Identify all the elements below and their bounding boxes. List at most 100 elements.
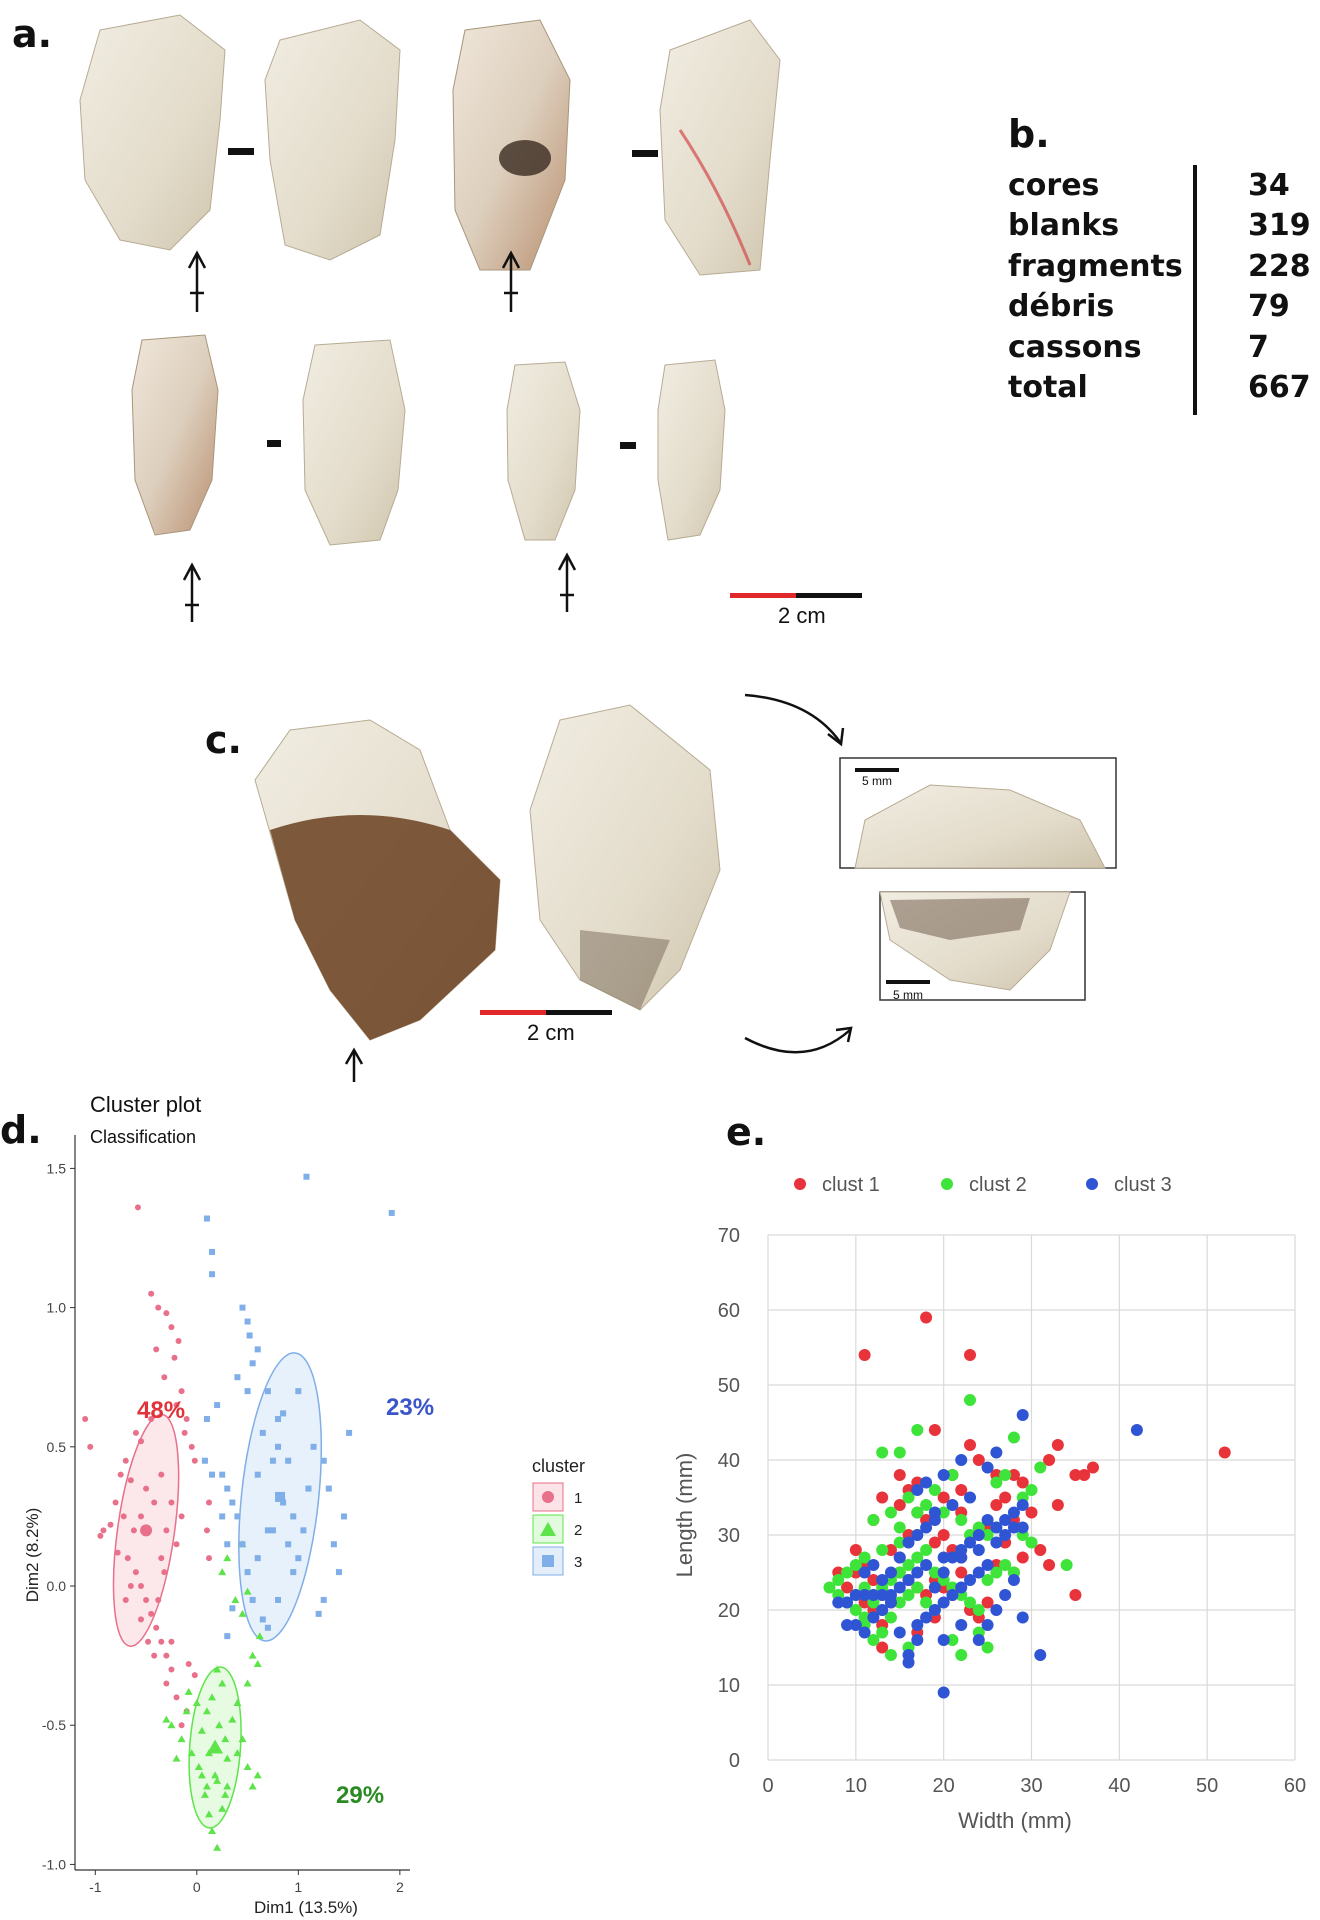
cluster-point [158, 1471, 165, 1478]
cluster-point [253, 1659, 262, 1667]
cluster-point [158, 1638, 165, 1645]
cluster-point [100, 1527, 107, 1534]
data-point [955, 1566, 968, 1579]
data-point [999, 1491, 1012, 1504]
data-point [1218, 1446, 1231, 1459]
cluster-point [285, 1541, 292, 1548]
cluster-point [158, 1555, 165, 1562]
row-label: débris [1008, 289, 1115, 325]
cluster-point [224, 1633, 231, 1640]
data-point [964, 1349, 977, 1361]
artefact-2-cortex-vein [678, 129, 752, 266]
data-point [867, 1611, 880, 1624]
artefact-2-dark-patch [499, 140, 551, 176]
data-point [990, 1566, 1003, 1579]
legend-item-1: 1 [532, 1482, 582, 1512]
data-point [920, 1596, 933, 1609]
cluster-plot-ylabel: Dim2 (8.2%) [23, 1508, 42, 1602]
artefact-1-ventral [264, 19, 401, 261]
data-point [1086, 1461, 1099, 1474]
data-point [867, 1574, 880, 1586]
data-point [937, 1551, 950, 1564]
table-row: débris 79 [1008, 287, 1320, 328]
data-point [1069, 1589, 1082, 1601]
cluster-point [213, 1665, 222, 1673]
data-point [999, 1469, 1012, 1481]
panel-label-c: c. [205, 718, 242, 762]
data-point [981, 1596, 994, 1609]
x-tick-label: 20 [933, 1775, 955, 1797]
data-point [911, 1551, 924, 1564]
data-point [964, 1536, 977, 1549]
data-point [981, 1559, 994, 1571]
cluster-point [197, 1726, 206, 1734]
x-tick-label: 10 [845, 1775, 867, 1797]
cluster-point [197, 1771, 206, 1779]
data-point [1016, 1521, 1029, 1534]
artefact-5-ventral-shadow [580, 930, 670, 1010]
data-point [893, 1521, 906, 1534]
panel-c-photos [254, 693, 1117, 1082]
data-point [849, 1589, 862, 1601]
y-tick-label: 70 [718, 1225, 740, 1247]
cluster-point [341, 1513, 348, 1520]
view-separator-1 [228, 148, 254, 155]
data-point [893, 1446, 906, 1459]
cluster-point [153, 1346, 160, 1353]
legend-item-3: 3 [532, 1546, 582, 1576]
data-point [884, 1544, 897, 1556]
inset-2-dark [890, 898, 1030, 940]
row-label: total [1008, 370, 1088, 406]
data-point [1007, 1521, 1020, 1534]
cluster-point [181, 1429, 188, 1436]
data-point [876, 1446, 889, 1459]
data-point [911, 1506, 924, 1519]
data-point [884, 1611, 897, 1624]
legend-label-2: clust 2 [969, 1174, 1027, 1196]
table-row: blanks 319 [1008, 206, 1320, 247]
data-point [1043, 1454, 1056, 1466]
cluster-point [248, 1782, 257, 1790]
cluster-point [234, 1513, 241, 1520]
cluster-point [275, 1415, 282, 1422]
x-tick-label: -1 [89, 1879, 102, 1895]
data-point [1016, 1409, 1029, 1421]
panel-a-scalebar-red [730, 593, 796, 598]
data-point [902, 1536, 915, 1549]
cluster-point [243, 1679, 252, 1687]
cluster-point [213, 1843, 222, 1851]
inset-2-scale-label: 5 mm [893, 988, 923, 1002]
cluster-point [221, 1735, 230, 1743]
panel-a-scalebar-black [796, 593, 862, 598]
cluster-point [223, 1554, 232, 1562]
data-point [858, 1589, 871, 1601]
cluster-point [208, 1827, 217, 1835]
cluster-point [163, 1652, 170, 1659]
cluster-point [218, 1804, 227, 1812]
cluster-point [178, 1513, 185, 1520]
table-row: cassons 7 [1008, 327, 1320, 368]
data-point [858, 1566, 871, 1579]
data-point [990, 1604, 1003, 1616]
cluster-point [223, 1782, 232, 1790]
cluster-point [269, 1527, 276, 1534]
row-value: 79 [1248, 289, 1290, 325]
data-point [884, 1566, 897, 1579]
cluster-point [275, 1596, 282, 1603]
row-label: cores [1008, 167, 1100, 203]
cluster-point [161, 1569, 168, 1576]
cluster-point [320, 1457, 327, 1464]
y-tick-label: 10 [718, 1675, 740, 1697]
data-point [911, 1566, 924, 1579]
cluster-point [244, 1388, 251, 1395]
panel-label-d: d. [0, 1108, 42, 1152]
cluster-point [127, 1583, 134, 1590]
data-point [972, 1544, 985, 1556]
cluster-point [234, 1374, 241, 1381]
data-point [849, 1559, 862, 1571]
x-tick-label: 1 [294, 1879, 302, 1895]
cluster-centroid [140, 1524, 153, 1537]
data-point [964, 1574, 977, 1586]
cluster-point [254, 1346, 261, 1353]
data-point [964, 1596, 977, 1609]
